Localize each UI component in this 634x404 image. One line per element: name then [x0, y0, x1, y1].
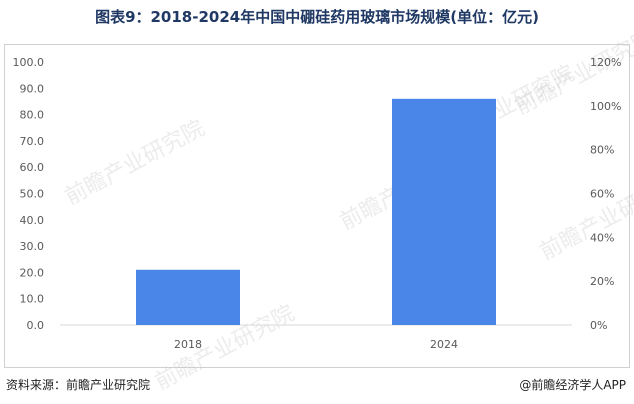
y-tick-label: 30.0 [20, 240, 45, 253]
y-axis-ticks: 0.0 10.0 20.0 30.0 40.0 50.0 60.0 70.0 80.0 90.0 1… [13, 56, 45, 332]
y2-tick-label: 120% [590, 56, 621, 69]
y-tick-label: 20.0 [20, 266, 45, 279]
y-tick-label: 40.0 [20, 214, 45, 227]
watermark-text: 前瞻产业研究院 [536, 171, 634, 265]
y2-tick-label: 60% [590, 188, 614, 201]
y-tick-label: 10.0 [20, 293, 45, 306]
y-tick-label: 50.0 [20, 188, 45, 201]
y-tick-label: 80.0 [20, 109, 45, 122]
x-axis-labels: 2018 2024 [174, 338, 458, 351]
bar-2024 [392, 98, 496, 325]
bars [136, 98, 496, 325]
brand-note: @前瞻经济学人APP [519, 378, 626, 392]
y-tick-label: 90.0 [20, 82, 45, 95]
bar-2018 [136, 269, 240, 325]
chart-frame [4, 44, 630, 368]
y-tick-label: 100.0 [13, 56, 45, 69]
x-tick-label: 2024 [430, 338, 458, 351]
chart-title: 图表9：2018-2024年中国中硼硅药用玻璃市场规模(单位：亿元) [95, 8, 539, 26]
y2-tick-label: 0% [590, 319, 607, 332]
watermarks: 前瞻产业研究院前瞻产业研究院前瞻产业研究院前瞻产业研究院前瞻产业研究院前瞻产业研… [61, 26, 634, 395]
source-note: 资料来源：前瞻产业研究院 [6, 378, 151, 392]
y2-axis-ticks: 0% 20% 40% 60% 80% 100% 120% [590, 56, 621, 332]
x-tick-label: 2018 [174, 338, 202, 351]
watermark-text: 前瞻产业研究院 [61, 116, 209, 210]
y2-tick-label: 20% [590, 275, 614, 288]
y-tick-label: 60.0 [20, 161, 45, 174]
y2-tick-label: 80% [590, 144, 614, 157]
y-tick-label: 70.0 [20, 135, 45, 148]
y2-tick-label: 100% [590, 100, 621, 113]
y-tick-label: 0.0 [27, 319, 45, 332]
y2-tick-label: 40% [590, 231, 614, 244]
